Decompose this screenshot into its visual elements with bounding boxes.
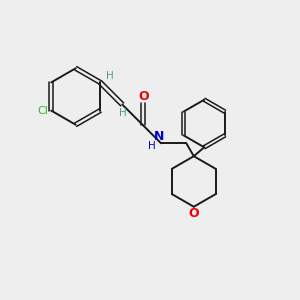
Text: Cl: Cl [38,106,48,116]
Text: H: H [148,141,155,151]
Text: O: O [138,90,148,103]
Text: N: N [154,130,164,143]
Text: H: H [106,71,113,81]
Text: H: H [119,108,127,118]
Text: O: O [188,207,199,220]
